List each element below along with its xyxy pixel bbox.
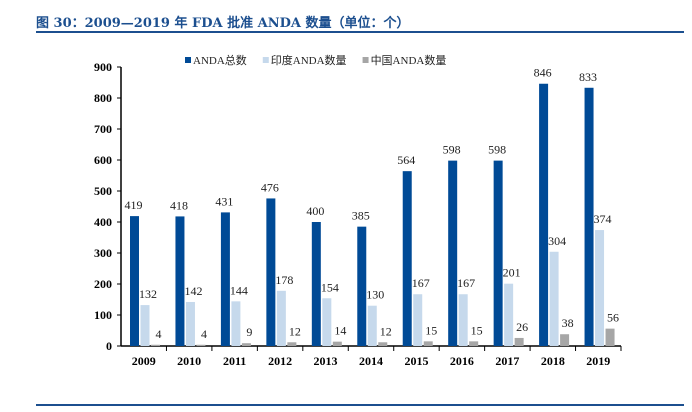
bar [584, 87, 594, 347]
y-tick-label: 0 [106, 339, 112, 353]
bar [266, 198, 276, 346]
y-tick-label: 200 [94, 277, 112, 291]
bar [514, 337, 524, 346]
y-tick-label: 400 [94, 215, 112, 229]
data-label: 167 [457, 276, 475, 290]
data-label: 167 [412, 276, 430, 290]
data-label: 564 [397, 153, 415, 167]
x-tick-label: 2019 [586, 354, 610, 368]
bar [276, 290, 286, 346]
bar [560, 334, 570, 346]
bar [175, 216, 185, 346]
bar [378, 342, 388, 346]
legend-label: 印度ANDA数量 [271, 53, 347, 67]
x-tick-label: 2014 [359, 354, 383, 368]
data-label: 374 [594, 212, 612, 226]
data-label: 26 [516, 320, 528, 334]
x-tick-label: 2012 [268, 354, 292, 368]
bar [130, 216, 139, 346]
data-label: 598 [443, 143, 461, 157]
data-label: 385 [352, 209, 370, 223]
data-label: 12 [380, 324, 392, 338]
bar [605, 328, 615, 346]
bar [458, 294, 468, 346]
x-tick-label: 2017 [495, 354, 519, 368]
x-tick-label: 2013 [314, 354, 338, 368]
data-label: 476 [261, 180, 279, 194]
data-label: 9 [246, 325, 252, 339]
bar [469, 341, 479, 346]
figure-title: 图 30：2009—2019 年 FDA 批准 ANDA 数量（单位：个） [36, 16, 410, 31]
data-label: 400 [306, 204, 324, 218]
data-label: 14 [334, 324, 346, 338]
bar [220, 212, 230, 346]
bar [595, 230, 605, 346]
bar [151, 344, 160, 346]
title-divider [36, 31, 684, 33]
data-label: 132 [139, 287, 157, 301]
bar [196, 344, 206, 346]
bar [241, 343, 251, 346]
data-label: 418 [170, 198, 188, 212]
bar [504, 283, 514, 346]
x-tick-label: 2011 [223, 354, 246, 368]
bar [231, 301, 241, 346]
y-tick-label: 900 [94, 60, 112, 74]
data-label: 598 [488, 143, 506, 157]
data-label: 4 [201, 327, 207, 341]
bar [549, 251, 559, 346]
data-label: 130 [366, 288, 384, 302]
data-label: 304 [548, 234, 566, 248]
x-tick-label: 2009 [132, 354, 156, 368]
bar [322, 298, 332, 346]
legend-label: 中国ANDA数量 [371, 54, 447, 67]
x-tick-label: 2010 [177, 354, 201, 368]
legend-swatch [185, 57, 191, 63]
legend-label: ANDA总数 [193, 53, 247, 67]
bottom-divider [36, 404, 684, 406]
bar [367, 305, 377, 346]
bar [423, 341, 433, 346]
bar [287, 342, 297, 346]
y-tick-label: 500 [94, 184, 112, 198]
y-tick-label: 300 [94, 246, 112, 260]
x-tick-label: 2016 [450, 354, 474, 368]
data-label: 201 [503, 266, 521, 280]
data-label: 144 [230, 283, 248, 297]
bar [402, 171, 412, 346]
data-label: 431 [215, 194, 233, 208]
data-label: 142 [184, 284, 202, 298]
data-label: 15 [471, 323, 483, 337]
y-tick-label: 700 [94, 122, 112, 136]
y-tick-label: 600 [94, 153, 112, 167]
bar [493, 160, 503, 346]
data-label: 15 [425, 323, 437, 337]
data-label: 154 [321, 280, 339, 294]
bar [413, 294, 423, 346]
bar [140, 305, 150, 346]
bar [311, 222, 321, 346]
x-tick-label: 2015 [404, 354, 428, 368]
bar [185, 301, 195, 346]
data-label: 178 [275, 273, 293, 287]
data-label: 38 [562, 316, 574, 330]
data-label: 846 [534, 66, 552, 80]
y-tick-label: 800 [94, 91, 112, 105]
x-tick-label: 2018 [541, 354, 565, 368]
data-label: 12 [289, 324, 301, 338]
y-tick-label: 100 [94, 308, 112, 322]
data-label: 56 [607, 311, 619, 325]
data-label: 833 [579, 70, 597, 84]
data-label: 419 [125, 198, 143, 212]
legend-swatch [362, 57, 369, 63]
legend-swatch [262, 57, 269, 63]
bar [448, 160, 458, 346]
bar [539, 83, 549, 347]
bar [357, 226, 367, 346]
data-label: 4 [156, 327, 162, 341]
bar [332, 341, 342, 346]
